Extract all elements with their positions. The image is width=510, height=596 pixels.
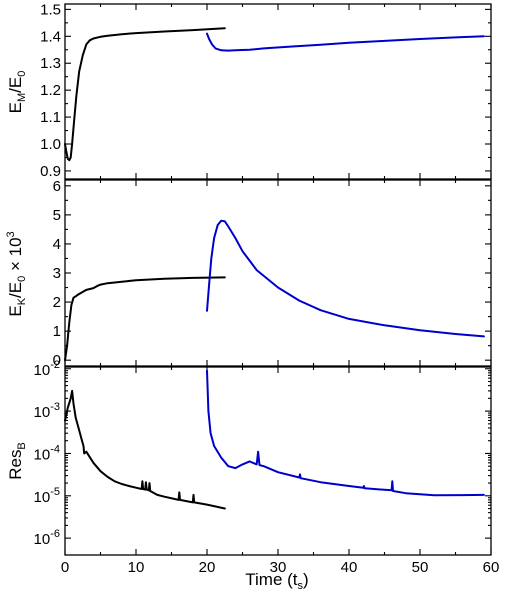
black-series-line [64,276,226,362]
y-tick-label: 6 [53,178,61,195]
y-tick-label: 10-5 [34,486,60,506]
x-tick-label: 20 [199,559,216,576]
y-tick-label: 1.0 [40,136,61,153]
y-tick-label: 1.1 [40,109,61,126]
y-tick-label: 1.5 [40,1,61,18]
plot-frame [64,179,492,367]
x-axis-label: Time (ts) [245,570,308,592]
x-tick-label: 60 [483,559,500,576]
y-tick-label: 3 [53,265,61,282]
panel-magnetic-residual: 10-6 10-5 10-4 10-3 10-2 0 10 20 30 40 50 60 [34,359,500,576]
panel-magnetic-energy: 0.9 1.0 1.1 1.2 1.3 1.4 1.5 [40,1,492,180]
y-tick-label: 2 [53,294,61,311]
y-tick-label: 1.4 [40,28,61,45]
blue-series-line [206,219,485,338]
y-tick-label: 1 [53,323,61,340]
plot-frame [64,3,492,180]
black-series-line [64,27,226,162]
blue-series-line [206,32,485,52]
plot-frame [64,366,492,556]
x-tick-label: 30 [270,559,287,576]
y-tick-label: 10-4 [34,443,60,463]
panel-kinetic-energy: 0 1 2 3 4 5 6 [53,178,492,369]
y-tick-label: 4 [53,236,61,253]
y-tick-label: 0.9 [40,163,61,180]
y-axis-label-magnetic-energy: EM/E0 [6,71,28,114]
y-tick-label: 1.2 [40,82,61,99]
black-series-line [64,389,226,510]
blue-series-line [206,369,485,497]
y-axis-label-residual: ResB [6,442,28,480]
y-tick-label: 1.3 [40,55,61,72]
y-tick-label: 5 [53,207,61,224]
y-tick-label: 10-3 [34,401,60,421]
x-tick-label: 10 [128,559,145,576]
x-tick-label: 0 [61,559,69,576]
y-tick-label: 10-2 [34,359,60,379]
x-tick-label: 40 [341,559,358,576]
x-tick-label: 50 [412,559,429,576]
y-axis-label-kinetic-energy: EK/E0 × 103 [5,231,28,316]
y-tick-label: 0 [53,352,61,369]
y-tick-label: 10-6 [34,528,60,548]
